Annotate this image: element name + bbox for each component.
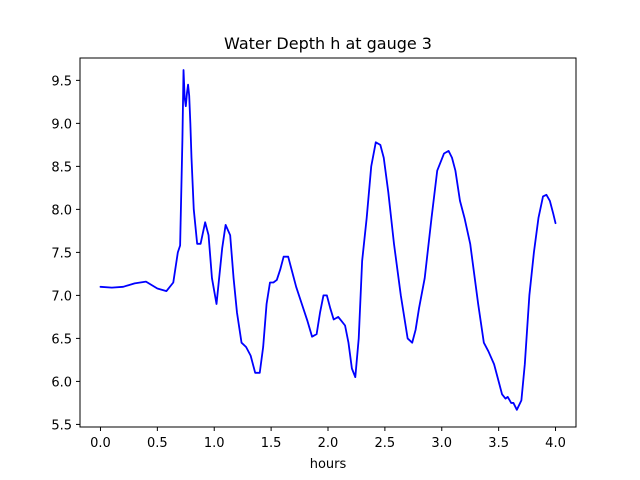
y-tick-label: 5.5 [51,418,72,433]
y-tick-label: 8.5 [51,160,72,175]
x-tick-label: 0.5 [147,436,168,451]
y-tick-label: 6.5 [51,332,72,347]
x-tick-label: 0.0 [90,436,111,451]
x-tick-label: 3.5 [488,436,509,451]
y-tick-label: 8.0 [51,203,72,218]
x-axis: 0.0 0.5 1.0 1.5 2.0 2.5 3.0 3.5 4.0 [90,427,566,451]
series-line [99,69,557,411]
x-tick-label: 1.0 [204,436,225,451]
y-tick-label: 7.0 [51,289,72,304]
chart-title: Water Depth h at gauge 3 [224,34,432,53]
y-tick-label: 9.0 [51,117,72,132]
x-axis-label: hours [310,457,347,472]
x-tick-label: 4.0 [545,436,566,451]
y-tick-label: 9.5 [51,74,72,89]
y-axis: 5.5 6.0 6.5 7.0 7.5 8.0 8.5 9.0 9.5 [51,74,80,433]
x-tick-label: 3.0 [431,436,452,451]
data-layer [99,69,557,411]
y-tick-label: 6.0 [51,375,72,390]
y-tick-label: 7.5 [51,246,72,261]
x-tick-label: 2.0 [318,436,339,451]
x-tick-label: 1.5 [261,436,282,451]
x-tick-label: 2.5 [375,436,396,451]
plot-frame [79,57,577,428]
